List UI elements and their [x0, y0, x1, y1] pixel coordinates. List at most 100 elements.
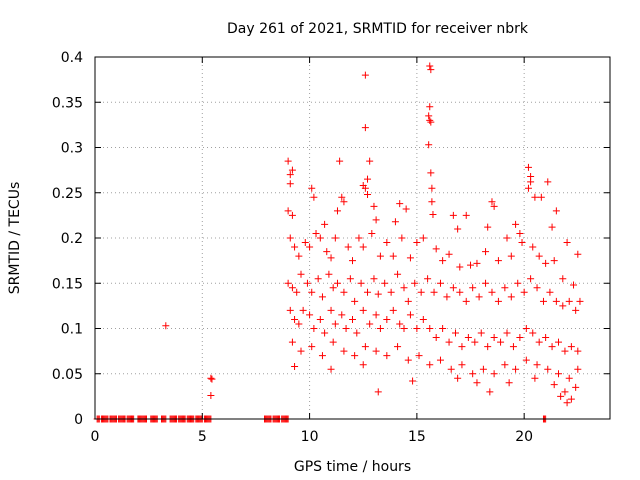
data-point — [458, 343, 466, 351]
y-tick-label: 0.1 — [61, 322, 83, 338]
data-point — [426, 116, 434, 124]
data-point — [376, 325, 384, 332]
data-point — [357, 279, 365, 287]
data-point — [425, 112, 433, 120]
data-point — [336, 157, 344, 165]
data-point — [576, 297, 584, 305]
data-point — [306, 311, 314, 319]
data-point — [427, 169, 435, 177]
data-point — [329, 338, 337, 346]
data-point — [409, 377, 417, 385]
data-point — [353, 329, 361, 337]
data-point — [531, 193, 539, 201]
data-point — [291, 363, 299, 371]
data-point — [396, 320, 404, 328]
data-point — [288, 166, 296, 174]
data-point — [484, 223, 492, 231]
data-point — [494, 257, 502, 265]
data-point — [520, 288, 528, 296]
data-point — [426, 62, 434, 70]
data-point — [432, 334, 440, 342]
data-point — [542, 259, 550, 267]
data-point — [507, 293, 515, 301]
data-point — [572, 383, 580, 391]
data-point — [284, 157, 292, 165]
data-point — [482, 279, 490, 287]
data-point — [522, 325, 530, 332]
data-point — [570, 281, 578, 289]
data-point — [318, 293, 326, 301]
data-point — [333, 279, 341, 287]
data-point — [559, 302, 567, 310]
data-point — [308, 288, 316, 296]
data-point — [321, 220, 329, 228]
x-tick-label: 15 — [408, 429, 426, 445]
data-point — [295, 320, 303, 328]
data-point — [565, 297, 573, 305]
data-point — [387, 288, 395, 296]
data-point — [567, 343, 575, 351]
data-point — [544, 178, 552, 186]
data-point — [535, 338, 543, 346]
data-point — [288, 338, 296, 346]
data-point — [439, 257, 447, 265]
data-point — [488, 288, 496, 296]
data-point — [361, 343, 369, 351]
data-point — [314, 275, 322, 283]
data-point — [514, 279, 522, 287]
data-point — [208, 375, 216, 383]
data-point — [398, 234, 406, 242]
data-point — [427, 118, 435, 126]
data-point — [291, 243, 299, 251]
data-point — [419, 234, 427, 242]
y-axis-label: SRMTID / TECUs — [7, 182, 23, 295]
data-point — [546, 288, 554, 296]
y-tick-label: 0 — [74, 412, 83, 428]
data-point — [301, 239, 309, 247]
data-point — [286, 234, 294, 242]
data-point — [507, 252, 515, 260]
data-point — [366, 157, 374, 165]
data-point — [308, 184, 316, 192]
data-point — [490, 334, 498, 342]
data-point — [308, 343, 316, 351]
data-point — [429, 210, 437, 218]
data-point — [439, 325, 447, 332]
data-point — [389, 306, 397, 314]
data-point — [340, 347, 348, 355]
x-tick-label: 0 — [91, 429, 100, 445]
data-point — [404, 297, 412, 305]
data-point — [469, 370, 477, 378]
data-point — [505, 379, 513, 387]
data-point — [383, 315, 391, 323]
y-tick-label: 0.2 — [61, 231, 83, 247]
data-point — [484, 343, 492, 351]
data-point — [561, 347, 569, 355]
data-point — [400, 284, 408, 292]
data-point — [359, 243, 367, 251]
data-point — [327, 254, 335, 262]
data-point — [323, 248, 331, 256]
data-point — [338, 193, 346, 201]
data-point — [327, 365, 335, 373]
data-point — [490, 202, 498, 210]
data-point — [402, 205, 410, 213]
data-point — [561, 388, 569, 396]
data-point — [366, 320, 374, 328]
data-point — [333, 207, 341, 215]
data-point — [533, 284, 541, 292]
data-point — [351, 352, 359, 360]
data-point — [518, 239, 526, 247]
data-point — [432, 245, 440, 253]
data-point — [527, 275, 535, 283]
data-point — [364, 175, 372, 183]
data-point — [449, 211, 457, 219]
data-point — [445, 338, 453, 346]
data-point — [376, 252, 384, 260]
data-point — [548, 343, 556, 351]
data-point — [413, 325, 421, 332]
data-point — [529, 329, 537, 337]
data-point — [482, 248, 490, 256]
data-point — [473, 379, 481, 387]
data-point — [331, 320, 339, 328]
